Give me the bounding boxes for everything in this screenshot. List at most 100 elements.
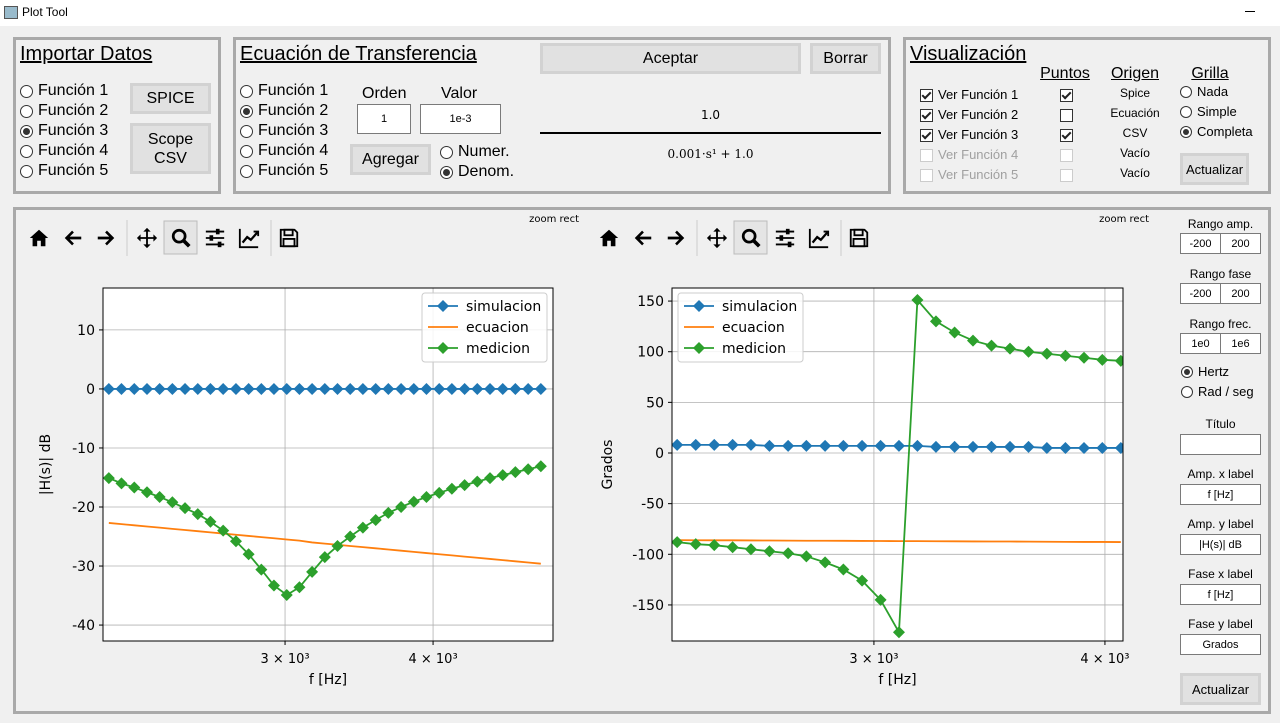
range-input[interactable]: 200: [1220, 283, 1261, 304]
data-point: [255, 563, 268, 576]
legend-label: simulacion: [722, 299, 797, 315]
forward-button[interactable]: [667, 230, 685, 246]
visible-checkbox[interactable]: Ver Función 1: [920, 85, 1018, 105]
radio[interactable]: Completa: [1180, 122, 1253, 142]
radio[interactable]: Función 4: [20, 141, 108, 161]
data-point: [140, 486, 153, 499]
plot-lines: [103, 382, 547, 601]
series-line: [677, 539, 1121, 543]
forward-button[interactable]: [97, 230, 115, 246]
y-tick-label: 10: [77, 323, 95, 339]
radio[interactable]: Simple: [1180, 102, 1237, 122]
scope-button[interactable]: Scope CSV: [130, 123, 211, 174]
radio[interactable]: Función 5: [20, 161, 108, 181]
zoom-pressed: [733, 220, 768, 255]
clear-button[interactable]: Borrar: [810, 43, 881, 74]
data-point: [967, 334, 980, 347]
radio[interactable]: Hertz: [1181, 362, 1229, 382]
order-input[interactable]: 1: [357, 104, 411, 134]
text-input[interactable]: |H(s)| dB: [1180, 534, 1261, 555]
radio[interactable]: Función 3: [20, 121, 108, 141]
data-point: [726, 541, 739, 554]
chart: -150 -100 -50 0 50 100 150 3 × 10³ 4 × 10³ f [Hz]…: [600, 287, 1130, 688]
text-input[interactable]: f [Hz]: [1180, 484, 1261, 505]
data-point: [420, 382, 433, 395]
back-button[interactable]: [64, 230, 82, 246]
pan-button[interactable]: [706, 227, 728, 249]
save-button[interactable]: [849, 228, 869, 248]
numerator: 1.0: [700, 108, 721, 122]
data-point: [1022, 440, 1035, 453]
edit-axes-button[interactable]: [238, 227, 260, 249]
configure-button[interactable]: [774, 227, 796, 249]
radio[interactable]: Función 4: [240, 141, 328, 161]
visible-checkbox[interactable]: Ver Función 5: [920, 165, 1018, 185]
radio[interactable]: Función 1: [240, 81, 328, 101]
update-button[interactable]: Actualizar: [1180, 673, 1261, 705]
data-point: [229, 382, 242, 395]
legend-label: ecuacion: [722, 320, 785, 336]
window-title: Plot Tool: [22, 5, 68, 19]
y-tick-label: 50: [646, 395, 664, 411]
radio[interactable]: Numer.: [440, 142, 510, 162]
radio[interactable]: Función 3: [240, 121, 328, 141]
data-point: [369, 382, 382, 395]
save-button[interactable]: [279, 228, 299, 248]
radio[interactable]: Función 2: [240, 101, 328, 121]
add-button[interactable]: Agregar: [350, 144, 431, 175]
data-point: [985, 440, 998, 453]
data-point: [948, 326, 961, 339]
radio[interactable]: Función 5: [240, 161, 328, 181]
range-input[interactable]: 200: [1220, 233, 1261, 254]
home-button[interactable]: [599, 229, 619, 247]
value-input[interactable]: 1e-3: [420, 104, 501, 134]
visible-checkbox[interactable]: Ver Función 3: [920, 125, 1018, 145]
toolbar: zoom rect: [29, 214, 579, 256]
edit-axes-button[interactable]: [808, 227, 830, 249]
visible-checkbox[interactable]: Ver Función 4: [920, 145, 1018, 165]
configure-button[interactable]: [204, 227, 226, 249]
chart: -40 -30 -20 -10 0 10 3 × 10³ 4 × 10³ f [Hz] |H(s)…: [38, 287, 554, 688]
spice-button[interactable]: SPICE: [130, 83, 211, 114]
back-button[interactable]: [634, 230, 652, 246]
radio[interactable]: Rad / seg: [1181, 382, 1254, 402]
data-point: [331, 539, 344, 552]
data-point: [344, 530, 357, 543]
data-point: [458, 382, 471, 395]
text-input[interactable]: Grados: [1180, 634, 1261, 655]
update-button[interactable]: Actualizar: [1180, 153, 1249, 185]
y-tick-label: -30: [72, 559, 95, 575]
plot-panel: [13, 207, 1271, 714]
data-point: [293, 382, 306, 395]
y-tick-label: 150: [637, 294, 664, 310]
range-input[interactable]: 1e0: [1180, 333, 1221, 354]
series-line: [108, 522, 541, 565]
visible-checkbox[interactable]: Ver Función 2: [920, 105, 1018, 125]
range-input[interactable]: -200: [1180, 283, 1221, 304]
title-bar: Plot Tool: [0, 0, 1280, 26]
data-point: [819, 556, 832, 569]
radio[interactable]: Nada: [1180, 82, 1228, 102]
data-point: [1114, 441, 1123, 454]
data-point: [166, 382, 179, 395]
range-input[interactable]: -200: [1180, 233, 1221, 254]
field-label: Rango fase: [1189, 267, 1252, 281]
accept-button[interactable]: Aceptar: [540, 43, 801, 74]
field-label: Rango amp.: [1187, 217, 1254, 231]
text-input[interactable]: f [Hz]: [1180, 584, 1261, 605]
data-point: [204, 515, 217, 528]
radio[interactable]: Función 2: [20, 101, 108, 121]
title-input[interactable]: [1180, 434, 1261, 455]
data-point: [306, 565, 319, 578]
minimize-button[interactable]: [1245, 11, 1255, 12]
radio[interactable]: Denom.: [440, 162, 514, 182]
field-label: Título: [1205, 417, 1236, 431]
radio[interactable]: Función 1: [20, 81, 108, 101]
range-input[interactable]: 1e6: [1220, 333, 1261, 354]
data-point: [433, 486, 446, 499]
legend-label: medicion: [722, 341, 786, 357]
home-button[interactable]: [29, 229, 49, 247]
pan-button[interactable]: [136, 227, 158, 249]
legend-marker: [437, 342, 449, 354]
data-point: [672, 438, 684, 451]
